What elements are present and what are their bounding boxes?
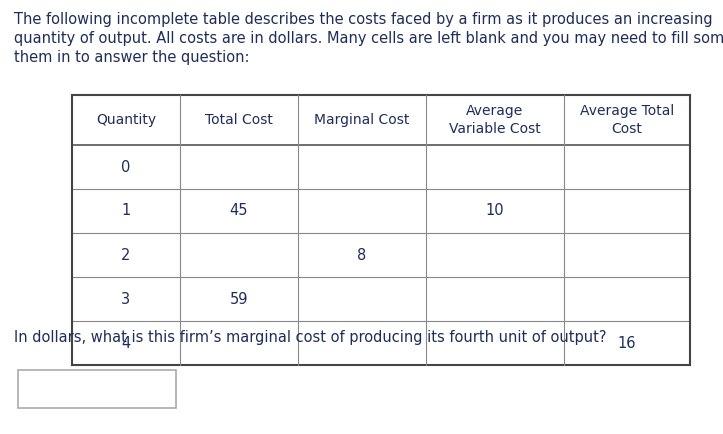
Text: Average
Variable Cost: Average Variable Cost — [449, 104, 541, 136]
Text: 59: 59 — [230, 292, 248, 306]
Text: Quantity: Quantity — [96, 113, 156, 127]
Text: 8: 8 — [357, 247, 367, 263]
Text: 0: 0 — [121, 160, 131, 174]
Text: Total Cost: Total Cost — [205, 113, 273, 127]
Text: Marginal Cost: Marginal Cost — [315, 113, 410, 127]
Text: 16: 16 — [617, 335, 636, 351]
Text: Average Total
Cost: Average Total Cost — [580, 104, 674, 136]
Text: 4: 4 — [121, 335, 131, 351]
Text: quantity of output. All costs are in dollars. Many cells are left blank and you : quantity of output. All costs are in dol… — [14, 31, 723, 46]
Text: 2: 2 — [121, 247, 131, 263]
Text: 10: 10 — [486, 204, 505, 218]
Text: them in to answer the question:: them in to answer the question: — [14, 50, 249, 65]
Text: 3: 3 — [121, 292, 131, 306]
Text: 45: 45 — [230, 204, 248, 218]
Text: In dollars, what is this firm’s marginal cost of producing its fourth unit of ou: In dollars, what is this firm’s marginal… — [14, 330, 607, 345]
Text: The following incomplete table describes the costs faced by a firm as it produce: The following incomplete table describes… — [14, 12, 713, 27]
Text: 1: 1 — [121, 204, 131, 218]
